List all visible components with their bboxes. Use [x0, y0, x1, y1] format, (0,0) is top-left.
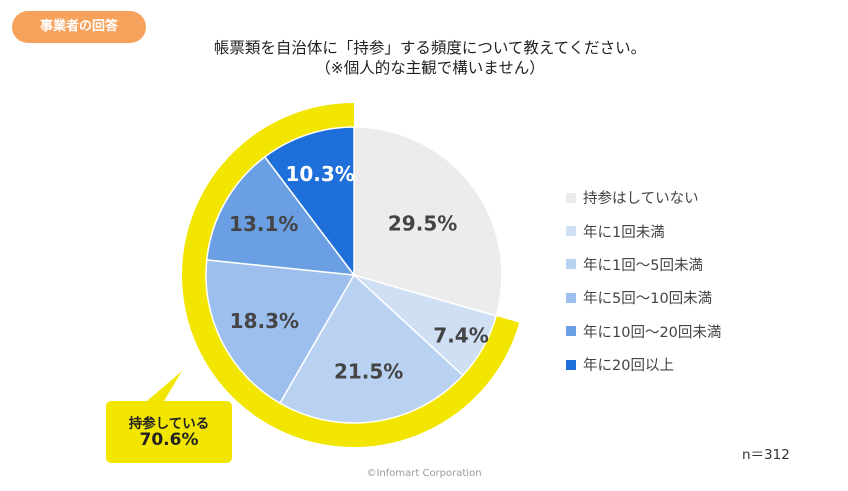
chart-subtitle: （※個人的な主観で構いません） [315, 59, 545, 77]
pie-slice-5 [205, 155, 356, 276]
legend-label: 年に10回～20回未満 [583, 324, 722, 341]
legend-swatch [566, 192, 576, 203]
legend-swatch [566, 292, 576, 303]
pie-data-label-3: 21.5% [334, 360, 403, 384]
legend-item-5: 年に10回～20回未満 [566, 315, 721, 348]
pie-slice-4 [205, 259, 356, 405]
legend-item-4: 年に5回～10回未満 [566, 281, 721, 314]
pie-slice-6 [263, 126, 355, 278]
highlight-callout [106, 371, 232, 463]
pie-data-label-1: 29.5% [388, 211, 457, 235]
sample-size: n＝312 [742, 447, 790, 463]
pie-data-label-5: 13.1% [229, 212, 298, 236]
legend-item-3: 年に1回～5回未満 [566, 248, 721, 281]
copyright: ©Infomart Corporation [366, 468, 482, 479]
pie-slices [205, 126, 503, 424]
pie-data-label-2: 7.4% [433, 323, 488, 347]
legend-label: 持参はしていない [583, 191, 699, 208]
pie-data-label-6: 10.3% [285, 162, 354, 186]
legend-swatch [566, 359, 576, 370]
legend-label: 年に1回未満 [583, 224, 665, 241]
legend-swatch [566, 259, 576, 270]
highlight-value: 70.6% [139, 430, 199, 450]
chart-title: 帳票類を自治体に「持参」する頻度について教えてください。 [213, 39, 647, 57]
legend-item-6: 年に20回以上 [566, 348, 721, 381]
legend-swatch [566, 326, 576, 337]
legend-label: 年に5回～10回未満 [583, 291, 713, 308]
legend-item-2: 年に1回未満 [566, 214, 721, 247]
pie-data-label-4: 18.3% [230, 309, 299, 333]
pie-data-labels: 29.5% 7.4% 21.5% 18.3% 13.1% 10.3% [229, 162, 489, 384]
respondent-badge: 事業者の回答 [12, 11, 146, 43]
legend-label: 年に1回～5回未満 [583, 257, 703, 274]
legend-label: 年に20回以上 [583, 358, 674, 375]
chart-legend: 持参はしていない 年に1回未満年に1回～5回未満 年に5回～10回未満 年に10回～2… [566, 181, 721, 381]
highlight-label: 持参している [128, 416, 210, 432]
legend-swatch [566, 226, 576, 237]
legend-item-1: 持参はしていない [566, 181, 721, 214]
pie-slice-3 [278, 273, 464, 424]
pie-slice-1 [353, 126, 503, 317]
